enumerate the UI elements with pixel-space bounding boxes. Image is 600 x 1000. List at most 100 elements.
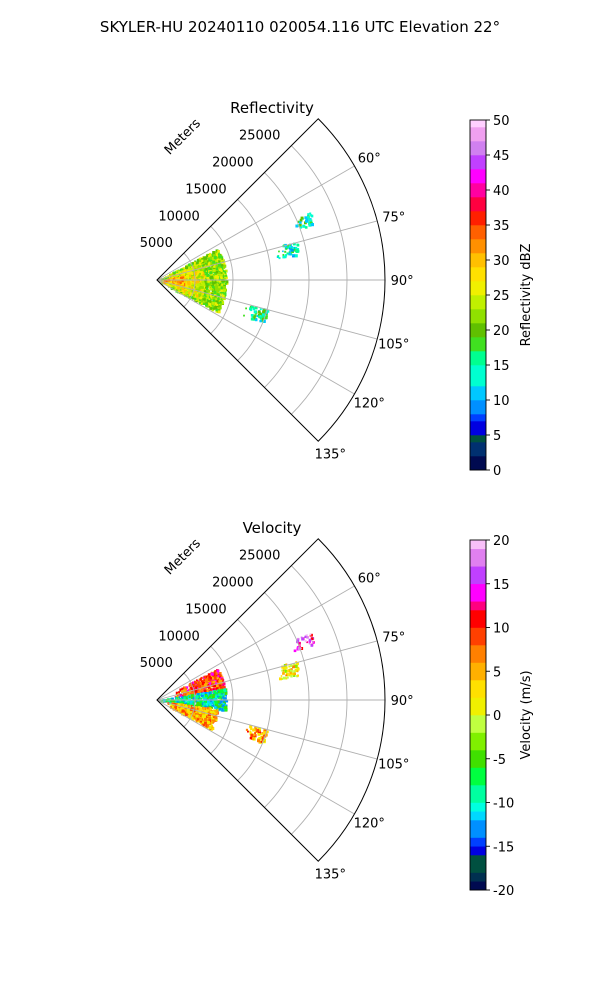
echo-gate <box>216 303 219 306</box>
echo-gate <box>202 707 205 710</box>
echo-gate <box>221 260 224 264</box>
echo-gate <box>199 678 202 680</box>
echo-gate <box>282 254 285 256</box>
echo-gate <box>304 640 307 643</box>
azimuth-tick-label: 135° <box>315 447 346 462</box>
echo-gate <box>193 693 196 696</box>
echo-gate <box>204 707 208 711</box>
echo-gate <box>194 691 198 695</box>
echo-gate <box>185 272 189 276</box>
echo-gate <box>293 649 297 653</box>
echo-gate <box>215 268 219 271</box>
echo-gate <box>263 309 266 312</box>
echo-gate <box>192 694 195 697</box>
echo-gate <box>310 214 313 217</box>
echo-gate <box>308 642 311 645</box>
echo-gate <box>218 309 221 312</box>
echo-gate <box>223 689 227 693</box>
echo-gate <box>207 267 210 270</box>
colorbar-segment <box>470 627 486 646</box>
echo-gate <box>288 665 291 668</box>
echo-gate <box>175 691 179 695</box>
echo-gate <box>223 285 226 287</box>
echo-gate <box>209 708 212 711</box>
figure-title: SKYLER-HU 20240110 020054.116 UTC Elevat… <box>100 18 500 36</box>
echo-gate <box>214 306 218 310</box>
echo-gate <box>195 267 199 270</box>
echo-gate <box>205 266 209 269</box>
echo-gate <box>224 705 228 709</box>
echo-gate <box>192 704 195 707</box>
echo-gate <box>310 637 314 641</box>
echo-gate <box>255 726 258 729</box>
echo-gate <box>207 262 211 266</box>
echo-gate <box>194 681 197 685</box>
echo-gate <box>190 686 194 690</box>
sector-frame <box>156 118 386 442</box>
echo-gate <box>195 291 198 294</box>
echo-gate <box>212 680 216 684</box>
colorbar-segment <box>470 281 486 296</box>
echo-gate <box>200 716 203 719</box>
echo-gate <box>197 698 199 701</box>
echo-gate <box>199 285 203 289</box>
radial-tick-label: 25000 <box>239 129 280 144</box>
echo-gate <box>171 285 174 288</box>
echo-gate <box>252 736 255 739</box>
echo-gate <box>205 267 208 271</box>
echo-gate <box>205 282 208 285</box>
echo-gate <box>218 253 220 256</box>
echo-gate <box>250 309 253 312</box>
colorbar-segment <box>470 323 486 338</box>
echo-gate <box>201 693 204 695</box>
echo-gate <box>177 701 181 705</box>
echo-gate <box>217 303 221 307</box>
echo-gate <box>186 701 190 704</box>
echo-gate <box>203 302 206 305</box>
echo-gate <box>187 280 190 284</box>
azimuth-tick-label: 120° <box>354 397 385 412</box>
echo-gate <box>261 732 264 734</box>
echo-gate <box>300 216 304 220</box>
echo-gate <box>211 278 214 280</box>
echo-gate <box>200 720 203 723</box>
echo-gate <box>254 318 258 322</box>
echo-gate <box>288 669 292 673</box>
echo-gate <box>221 292 224 295</box>
echo-gate <box>196 718 199 721</box>
echo-gate <box>252 728 256 732</box>
echo-gate <box>224 280 227 283</box>
echo-gate <box>209 702 213 706</box>
echo-gate <box>212 674 215 677</box>
echo-gate <box>307 213 310 216</box>
colorbar-label: Velocity (m/s) <box>519 670 534 759</box>
echo-gate <box>224 699 228 703</box>
echo-gate <box>221 703 225 706</box>
echo-gate <box>225 280 229 284</box>
echo-gate <box>211 704 214 707</box>
echo-gate <box>212 675 216 679</box>
echo-gate <box>185 686 189 689</box>
echo-gate <box>203 697 207 701</box>
echo-gate <box>185 291 189 295</box>
echo-gate <box>220 276 223 280</box>
echo-gate <box>223 283 225 285</box>
echo-gate <box>196 283 200 287</box>
echo-gate <box>186 708 190 712</box>
echo-gate <box>205 713 208 716</box>
echo-gate <box>192 261 196 265</box>
echo-gate <box>201 274 205 278</box>
echo-gate <box>191 704 193 707</box>
echo-gate <box>179 275 182 277</box>
echo-gate <box>207 270 209 272</box>
echo-gate <box>250 728 253 730</box>
echo-gate <box>223 693 225 695</box>
echo-gate <box>186 274 189 278</box>
echo-gate <box>190 279 194 283</box>
echo-gate <box>198 277 201 280</box>
echo-gate <box>188 274 192 277</box>
echo-gate <box>219 691 222 694</box>
echo-gate <box>183 269 187 273</box>
echo-gate <box>225 694 227 697</box>
echo-gate <box>222 272 225 275</box>
